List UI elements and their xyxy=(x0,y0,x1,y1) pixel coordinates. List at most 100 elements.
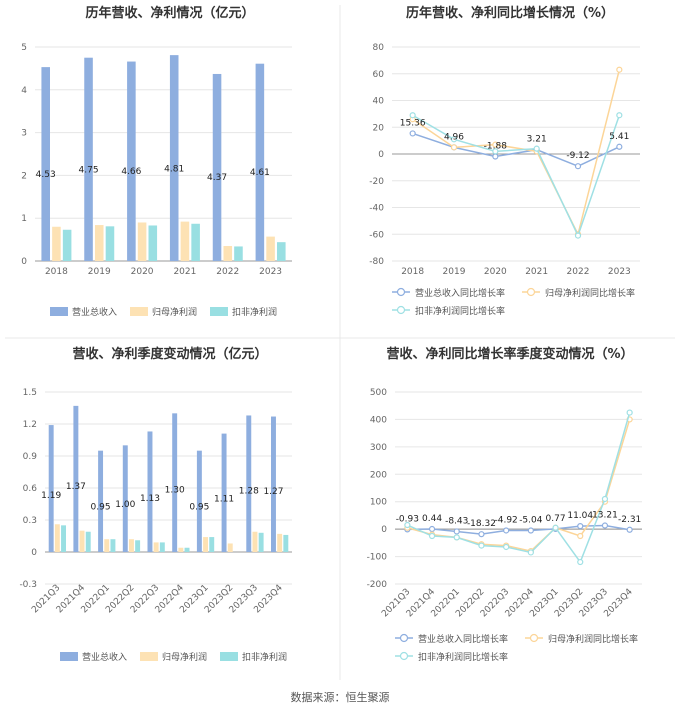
bar-deducted-profit xyxy=(105,226,115,261)
x-tick-label: 2018 xyxy=(401,267,424,277)
y-tick-label: -0.3 xyxy=(19,580,37,590)
data-label: 5.41 xyxy=(609,132,629,142)
bar-net-profit xyxy=(223,246,233,261)
y-tick-label: 4 xyxy=(21,86,27,96)
data-point xyxy=(492,148,499,155)
bar-net-profit xyxy=(104,539,110,552)
bar-deducted-profit xyxy=(135,540,141,552)
y-tick-label: 500 xyxy=(370,388,387,398)
data-label: 0.44 xyxy=(422,514,442,524)
bar-revenue xyxy=(122,445,128,552)
legend-swatch-marker xyxy=(526,287,536,297)
data-label: -8.43 xyxy=(445,516,468,526)
legend-swatch-marker xyxy=(399,651,409,661)
data-label: 11.04 xyxy=(567,511,593,521)
bar-net-profit xyxy=(153,542,159,552)
y-tick-label: -80 xyxy=(369,257,384,267)
data-label: 4.75 xyxy=(79,166,99,176)
y-tick-label: -40 xyxy=(369,204,384,214)
y-tick-label: 400 xyxy=(370,415,387,425)
y-tick-label: 20 xyxy=(373,123,385,133)
data-label: -18.32 xyxy=(467,519,496,529)
data-label: 0.95 xyxy=(91,502,111,512)
data-label: 1.00 xyxy=(115,500,135,510)
y-tick-label: 1 xyxy=(21,214,27,224)
bar-net-profit xyxy=(277,533,283,552)
quarterly-growth-chart: 营收、净利同比增长率季度变动情况（%） -200 -100 0 100 200 300 400… xyxy=(367,346,642,663)
y-tick-label: 1.2 xyxy=(23,420,37,430)
legend-label: 归母净利润同比增长率 xyxy=(548,633,638,645)
bar-net-profit xyxy=(54,524,60,552)
quarterly-amount-chart: 营收、净利季度变动情况（亿元）-0.300.30.60.91.21.52021Q… xyxy=(19,346,292,663)
data-point xyxy=(453,528,460,535)
legend-swatch-marker xyxy=(529,633,539,643)
y-tick-label: 5 xyxy=(21,43,27,53)
x-tick-label: 2021 xyxy=(173,267,196,277)
legend-label: 营业总收入同比增长率 xyxy=(415,287,505,299)
data-point xyxy=(616,66,623,73)
bar-net-profit xyxy=(252,531,258,552)
legend-swatch xyxy=(50,307,68,316)
data-point xyxy=(450,144,458,151)
bar-revenue xyxy=(172,413,178,552)
bar-revenue xyxy=(98,450,104,552)
data-label: 4.37 xyxy=(207,173,227,183)
legend-label: 归母净利润 xyxy=(162,651,207,663)
bar-deducted-profit xyxy=(148,225,158,261)
y-tick-label: 0 xyxy=(21,257,27,267)
bar-net-profit xyxy=(178,547,184,552)
data-point xyxy=(616,143,623,150)
data-point xyxy=(492,141,499,148)
x-tick-label: 2020 xyxy=(131,267,154,277)
x-tick-label: 2023 xyxy=(608,267,631,277)
data-label: -1.88 xyxy=(484,142,508,152)
chart-title: 营收、净利同比增长率季度变动情况（%） xyxy=(386,346,633,362)
data-point xyxy=(527,549,534,556)
chart-title: 历年营收、净利情况（亿元） xyxy=(85,5,254,21)
legend-label: 扣非净利润同比增长率 xyxy=(415,305,505,317)
data-point xyxy=(574,232,582,239)
x-tick-label: 2019 xyxy=(443,267,466,277)
bar-net-profit xyxy=(137,222,147,261)
bar-deducted-profit xyxy=(283,534,289,552)
data-label: 4.66 xyxy=(121,167,141,177)
legend-label: 营业总收入 xyxy=(82,651,127,663)
bar-deducted-profit xyxy=(110,539,116,552)
data-point xyxy=(527,527,534,534)
bar-revenue xyxy=(41,67,50,261)
y-tick-label: 300 xyxy=(370,443,387,453)
bar-deducted-profit xyxy=(234,246,243,261)
series-line xyxy=(407,412,631,564)
bar-net-profit xyxy=(128,539,134,552)
bar-revenue xyxy=(212,73,222,262)
x-tick-label: 2018 xyxy=(45,267,68,277)
chart-title: 营收、净利季度变动情况（亿元） xyxy=(72,346,267,362)
series-line xyxy=(407,419,631,552)
bar-net-profit xyxy=(79,530,85,552)
y-tick-label: 3 xyxy=(21,129,27,139)
y-tick-label: 2 xyxy=(21,171,27,181)
y-tick-label: -60 xyxy=(369,230,384,240)
y-tick-label: 80 xyxy=(373,43,385,53)
legend-swatch xyxy=(210,307,228,316)
data-point xyxy=(428,532,436,540)
data-point xyxy=(478,531,485,538)
legend-swatch xyxy=(140,652,158,661)
data-label: 1.28 xyxy=(239,487,259,497)
data-point xyxy=(503,543,510,551)
bar-revenue xyxy=(48,425,54,552)
data-point xyxy=(577,523,584,530)
bar-deducted-profit xyxy=(62,229,72,261)
x-tick-label: 2019 xyxy=(88,267,111,277)
series-line xyxy=(412,132,620,168)
data-point xyxy=(503,527,510,534)
bar-deducted-profit xyxy=(61,525,66,552)
bar-net-profit xyxy=(180,221,190,261)
legend-swatch-marker xyxy=(399,633,409,643)
data-point xyxy=(601,522,609,529)
legend-swatch xyxy=(60,652,78,661)
data-point xyxy=(552,524,559,531)
data-label: -2.31 xyxy=(618,515,641,525)
legend-swatch xyxy=(220,652,238,661)
legend-swatch xyxy=(130,307,148,316)
